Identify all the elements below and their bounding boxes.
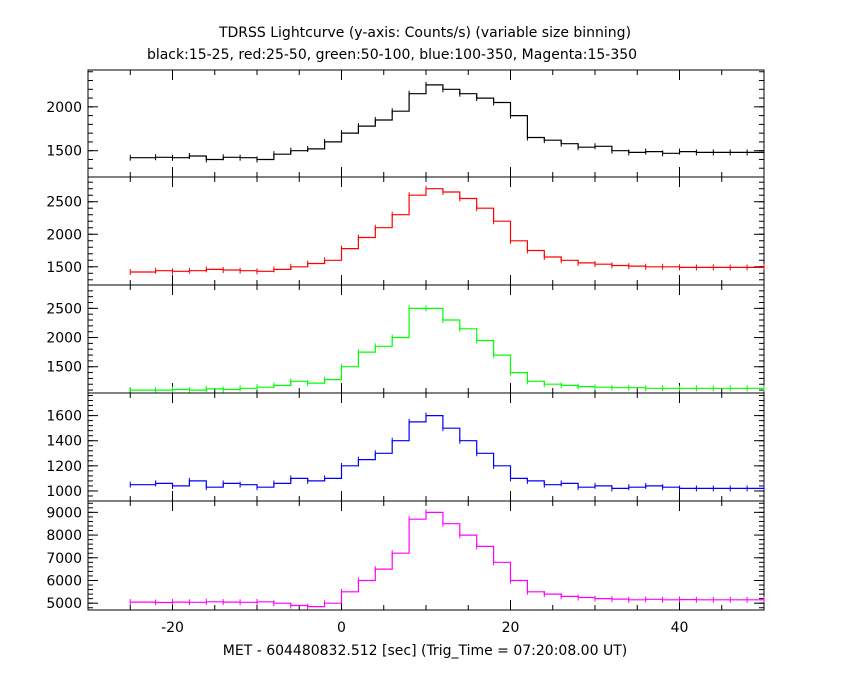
y-tick-label: 1500: [46, 144, 82, 160]
y-tick-label: 8000: [46, 528, 82, 544]
y-tick-label: 1500: [46, 360, 82, 376]
panel-4: 1000 1200 1400 1600: [46, 392, 765, 502]
y-tick-label: 1400: [46, 434, 82, 450]
series-line: [130, 511, 765, 608]
series-line: [130, 415, 765, 489]
chart-subtitle: black:15-25, red:25-50, green:50-100, bl…: [147, 47, 637, 63]
x-tick-label: 0: [337, 620, 346, 636]
y-tick-label: 2500: [46, 301, 82, 317]
series-line: [130, 307, 764, 391]
y-tick-label: 1000: [46, 484, 82, 500]
x-tick-label: 40: [671, 620, 689, 636]
series-line: [130, 188, 765, 273]
y-tick-label: 6000: [46, 573, 82, 589]
y-tick-label: 2000: [46, 331, 82, 347]
panel-5: 5000 6000 7000 8000 9000: [46, 500, 765, 612]
panel-1: 1500 2000: [46, 69, 765, 178]
panel-3: 1500 2000 2500: [46, 284, 765, 394]
y-tick-label: 9000: [46, 505, 82, 521]
y-tick-label: 7000: [46, 551, 82, 567]
x-axis-label: MET - 604480832.512 [sec] (Trig_Time = 0…: [223, 643, 627, 659]
x-tick-label: -20: [161, 620, 184, 636]
y-tick-label: 1200: [46, 459, 82, 475]
y-tick-label: 1600: [46, 409, 82, 425]
y-tick-label: 1500: [46, 260, 82, 276]
series-line: [130, 84, 765, 161]
y-tick-label: 2000: [46, 227, 82, 243]
panel-2: 1500 2000 2500: [46, 176, 765, 286]
y-tick-label: 2000: [46, 100, 82, 116]
panel-frame: [87, 284, 765, 394]
y-tick-label: 5000: [46, 596, 82, 612]
x-tick-label: 20: [502, 620, 520, 636]
y-tick-label: 2500: [46, 195, 82, 211]
panels-group: 1500 2000 1500 2000 2500 1500 2000 2500 1000 1200…: [46, 69, 765, 636]
chart-title: TDRSS Lightcurve (y-axis: Counts/s) (var…: [218, 25, 631, 41]
